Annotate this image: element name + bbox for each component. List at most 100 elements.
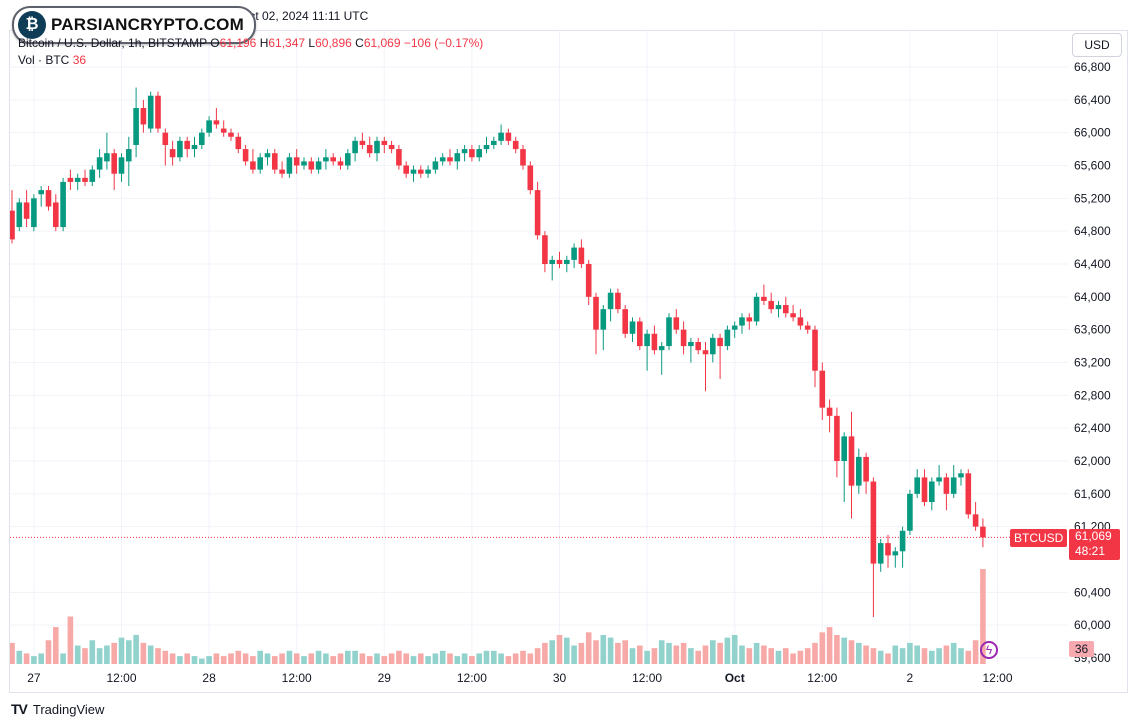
candle-body: [666, 317, 672, 347]
candle-body: [564, 259, 570, 264]
high-value: 61,347: [268, 36, 306, 50]
candle-body: [790, 313, 796, 318]
candle-body: [155, 95, 161, 129]
volume-bar: [345, 650, 351, 664]
volume-bar: [542, 642, 548, 664]
volume-bar: [199, 658, 205, 664]
candle-body: [89, 169, 96, 182]
candle-body: [432, 161, 439, 170]
volume-bar: [549, 640, 555, 664]
y-tick-label: 62,000: [1074, 454, 1111, 468]
currency-button[interactable]: USD: [1072, 33, 1122, 57]
candle-body: [593, 296, 599, 330]
volume-bar: [447, 653, 453, 664]
candle-body: [907, 493, 913, 531]
volume-bar: [673, 645, 680, 664]
chart-frame[interactable]: 66,800 66,400 66,000 65,600 65,200 64,800 64,4…: [9, 30, 1128, 693]
candle-body: [571, 247, 577, 260]
last-price-box: 61,069 48:21: [1069, 529, 1120, 560]
volume-bar: [556, 634, 563, 664]
volume-bar: [272, 656, 278, 664]
candle-body: [804, 325, 811, 330]
volume-bar: [724, 637, 731, 664]
volume-bar: [658, 640, 665, 664]
candle-body: [885, 543, 891, 556]
y-tick-label: 64,800: [1074, 224, 1111, 238]
footer-brand[interactable]: TV TradingView: [11, 701, 104, 717]
volume-bar: [381, 656, 388, 664]
candle-body: [16, 202, 23, 228]
candle-body: [929, 481, 935, 503]
volume-bar: [242, 653, 249, 664]
price-change: −106 (−0.17%): [403, 36, 484, 50]
candle-body: [447, 157, 453, 162]
volume-bar: [279, 653, 285, 664]
volume-bar: [804, 648, 811, 664]
volume-bar: [133, 634, 139, 664]
candle-body: [184, 140, 190, 150]
symbol-legend[interactable]: Bitcoin / U.S. Dollar, 1h, BITSTAMP O61,…: [18, 36, 483, 50]
volume-bar: [593, 640, 599, 664]
tradingview-logo-icon: TV: [11, 701, 28, 717]
symbol-price-tag: BTCUSD: [1010, 529, 1068, 547]
candle-body: [965, 473, 972, 515]
volume-bar: [352, 650, 358, 664]
volume-bar: [958, 648, 964, 664]
candle-body: [381, 140, 388, 145]
y-tick-label: 62,400: [1074, 421, 1111, 435]
candle-body: [556, 259, 563, 264]
volume-bar: [534, 648, 541, 664]
candle-body: [607, 292, 614, 310]
volume-bar: [797, 650, 804, 664]
candle-body: [257, 157, 263, 170]
x-tick-label: 29: [378, 671, 392, 685]
x-tick-label: 2: [907, 671, 914, 685]
volume-bar: [439, 650, 446, 664]
candle-body: [710, 337, 716, 355]
x-tick-label: 12:00: [457, 671, 487, 685]
volume-bar: [432, 653, 439, 664]
candle-body: [235, 136, 242, 150]
volume-bar: [607, 637, 614, 664]
volume-bar: [184, 653, 190, 664]
volume-bar: [286, 650, 293, 664]
volume-legend[interactable]: Vol · BTC 36: [18, 53, 86, 67]
flash-icon[interactable]: ϟ: [980, 641, 998, 659]
candle-body: [702, 350, 709, 355]
volume-bar: [425, 656, 431, 664]
volume-bar: [126, 640, 132, 664]
candle-body: [775, 305, 782, 310]
candle-body: [461, 149, 468, 154]
candle-body: [673, 317, 680, 330]
candle-body: [812, 329, 818, 371]
candle-body: [753, 296, 760, 322]
x-tick-label: Oct: [725, 671, 745, 685]
volume-bar: [74, 645, 81, 664]
volume-bar: [250, 656, 256, 664]
volume-bar: [330, 656, 336, 664]
candle-body: [242, 149, 249, 162]
volume-bar: [162, 650, 169, 664]
volume-bar: [790, 653, 796, 664]
volume-bar: [965, 650, 972, 664]
volume-bar: [695, 650, 701, 664]
candle-body: [410, 169, 417, 174]
y-tick-label: 66,000: [1074, 126, 1111, 140]
candle-body: [104, 153, 110, 162]
candle-body: [505, 132, 512, 141]
price-chart[interactable]: 66,800 66,400 66,000 65,600 65,200 64,800 64,4…: [10, 31, 1127, 692]
close-value: 61,069: [363, 36, 401, 50]
y-tick-label: 60,400: [1074, 585, 1111, 599]
candle-body: [724, 329, 731, 347]
candle-body: [126, 149, 132, 162]
x-tick-label: 12:00: [982, 671, 1012, 685]
candle-body: [286, 157, 293, 174]
candle-body: [534, 190, 541, 236]
candle-body: [950, 477, 957, 494]
candle-body: [301, 161, 307, 166]
candle-body: [498, 132, 504, 141]
candle-body: [600, 309, 607, 330]
volume-bar: [688, 648, 694, 664]
candle-body: [578, 247, 585, 264]
volume-bar: [206, 656, 212, 664]
